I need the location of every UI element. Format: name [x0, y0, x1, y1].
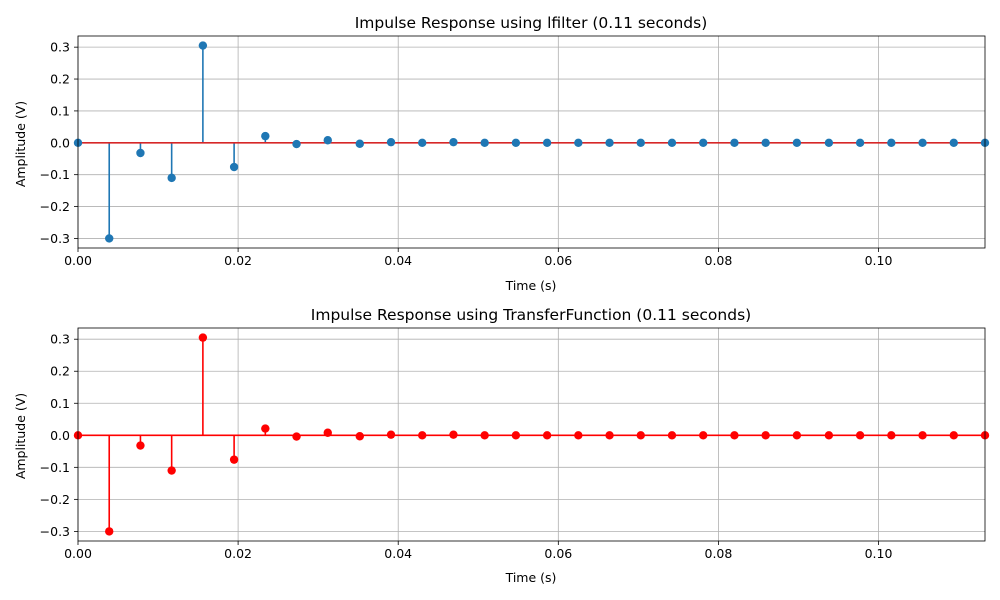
x-tick-label: 0.02 — [224, 253, 252, 268]
stem-marker — [355, 139, 364, 148]
stem-marker — [761, 138, 770, 147]
stem-marker — [574, 431, 583, 440]
stem-marker — [918, 138, 927, 147]
stem-series — [73, 333, 990, 536]
x-tick-label: 0.04 — [384, 253, 412, 268]
stem-marker — [418, 431, 427, 440]
stem-marker — [542, 138, 552, 147]
x-axis-label: Time (s) — [505, 278, 557, 293]
stem-marker — [824, 138, 834, 147]
stem-series — [73, 41, 990, 243]
stem-marker — [105, 527, 114, 536]
stem-marker — [449, 430, 458, 439]
stem-marker — [292, 432, 301, 441]
stem-marker — [855, 138, 865, 147]
stem-marker — [167, 173, 176, 183]
stem-marker — [792, 138, 802, 147]
stem-marker — [229, 455, 239, 464]
stem-marker — [323, 428, 332, 437]
x-tick-label: 0.04 — [384, 546, 412, 561]
stem-marker — [574, 138, 583, 147]
stem-marker — [480, 138, 489, 147]
stem-marker — [136, 148, 145, 158]
x-tick-label: 0.06 — [544, 546, 572, 561]
axis-ticks: 0.00 0.02 0.04 0.06 0.08 0.10 −0.3 −0.2 −0.1 0.0 0… — [40, 40, 893, 268]
axis-ticks: 0.00 0.02 0.04 0.06 0.08 0.10 −0.3 −0.2 −0.1 0.0 0… — [40, 332, 893, 561]
axes-frame — [77, 35, 986, 249]
stem-marker — [792, 431, 802, 440]
stem-marker — [261, 131, 270, 141]
stem-marker — [636, 431, 645, 440]
stem-marker — [105, 234, 114, 243]
stem-marker — [699, 138, 708, 147]
stem-marker — [605, 431, 614, 440]
y-tick-label: 0.3 — [50, 40, 70, 55]
stem-marker — [761, 431, 770, 440]
x-axis-label: Time (s) — [505, 570, 557, 585]
stem-marker — [887, 431, 896, 440]
y-tick-label: 0.1 — [50, 396, 70, 411]
stem-marker — [198, 41, 208, 50]
x-tick-label: 0.08 — [705, 546, 733, 561]
stem-marker — [292, 139, 301, 149]
y-tick-label: 0.0 — [50, 135, 70, 150]
stem-marker — [386, 137, 396, 147]
x-tick-label: 0.06 — [544, 253, 572, 268]
stem-marker — [949, 431, 958, 440]
chart-panel-lfilter: Impulse Response using lfilter (0.11 sec… — [13, 14, 990, 293]
stem-marker — [511, 138, 521, 147]
y-tick-label: −0.3 — [40, 231, 70, 246]
y-axis-label: Amplitude (V) — [13, 101, 28, 187]
y-axis-label: Amplitude (V) — [13, 393, 28, 479]
stem-marker — [167, 466, 176, 475]
stem-marker — [887, 138, 896, 147]
stem-marker — [355, 432, 364, 441]
stem-marker — [636, 138, 645, 147]
chart-title: Impulse Response using TransferFunction … — [311, 306, 751, 324]
stem-marker — [449, 137, 458, 147]
stem-marker — [511, 431, 521, 440]
stem-marker — [730, 431, 739, 440]
stem-marker — [480, 431, 489, 440]
y-tick-label: 0.1 — [50, 103, 70, 118]
stem-marker — [855, 431, 865, 440]
stem-marker — [261, 424, 270, 433]
y-tick-label: −0.1 — [40, 167, 70, 182]
stem-marker — [229, 162, 239, 172]
chart-title: Impulse Response using lfilter (0.11 sec… — [355, 14, 708, 32]
y-tick-label: 0.2 — [50, 364, 70, 379]
stem-marker — [730, 138, 739, 147]
chart-panel-transferfunction: Impulse Response using TransferFunction … — [13, 306, 990, 585]
y-tick-label: 0.0 — [50, 428, 70, 443]
stem-marker — [386, 430, 396, 439]
x-tick-label: 0.10 — [865, 253, 893, 268]
y-tick-label: −0.1 — [40, 460, 70, 475]
stem-marker — [949, 138, 958, 147]
stem-marker — [198, 333, 208, 342]
stem-marker — [699, 431, 708, 440]
stem-marker — [136, 441, 145, 450]
axes-frame — [77, 327, 986, 542]
stem-marker — [605, 138, 614, 147]
grid-lines — [77, 328, 985, 541]
stem-marker — [918, 431, 927, 440]
stem-marker — [824, 431, 834, 440]
x-tick-label: 0.00 — [64, 253, 92, 268]
x-tick-label: 0.08 — [705, 253, 733, 268]
stem-marker — [667, 431, 677, 440]
x-tick-label: 0.00 — [64, 546, 92, 561]
stem-marker — [323, 136, 332, 145]
y-tick-label: 0.2 — [50, 72, 70, 87]
y-tick-label: −0.2 — [40, 492, 70, 507]
x-tick-label: 0.10 — [865, 546, 893, 561]
y-tick-label: 0.3 — [50, 332, 70, 347]
x-tick-label: 0.02 — [224, 546, 252, 561]
stem-marker — [418, 138, 427, 147]
y-tick-label: −0.2 — [40, 199, 70, 214]
y-tick-label: −0.3 — [40, 524, 70, 539]
stem-marker — [667, 138, 677, 147]
stem-marker — [542, 431, 552, 440]
